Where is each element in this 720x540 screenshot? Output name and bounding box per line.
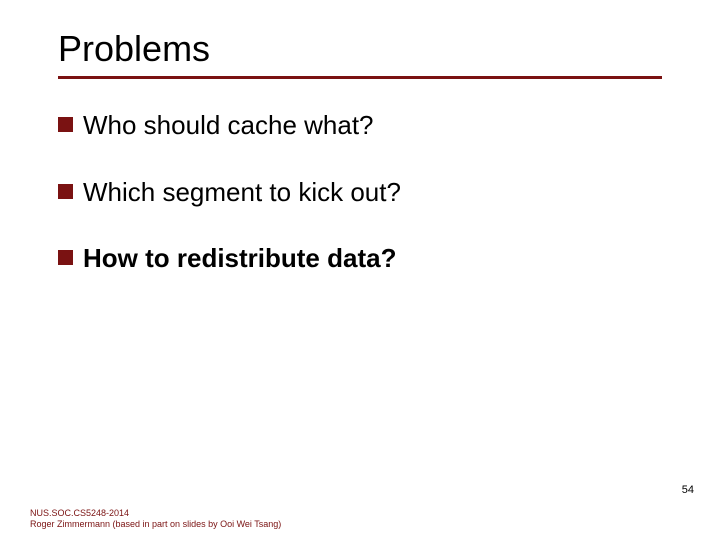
bullet-list: Who should cache what? Which segment to … (58, 109, 662, 275)
footer-line: NUS.SOC.CS5248-2014 (30, 508, 281, 519)
footer-line: Roger Zimmermann (based in part on slide… (30, 519, 281, 530)
square-bullet-icon (58, 184, 73, 199)
square-bullet-icon (58, 117, 73, 132)
square-bullet-icon (58, 250, 73, 265)
footer: NUS.SOC.CS5248-2014 Roger Zimmermann (ba… (30, 508, 281, 531)
bullet-text: Which segment to kick out? (83, 176, 401, 209)
page-number: 54 (682, 484, 694, 496)
slide-container: Problems Who should cache what? Which se… (0, 0, 720, 540)
bullet-item: How to redistribute data? (58, 242, 662, 275)
bullet-item: Which segment to kick out? (58, 176, 662, 209)
bullet-text: How to redistribute data? (83, 242, 396, 275)
title-rule (58, 76, 662, 79)
bullet-text: Who should cache what? (83, 109, 374, 142)
bullet-item: Who should cache what? (58, 109, 662, 142)
page-title: Problems (58, 28, 662, 70)
